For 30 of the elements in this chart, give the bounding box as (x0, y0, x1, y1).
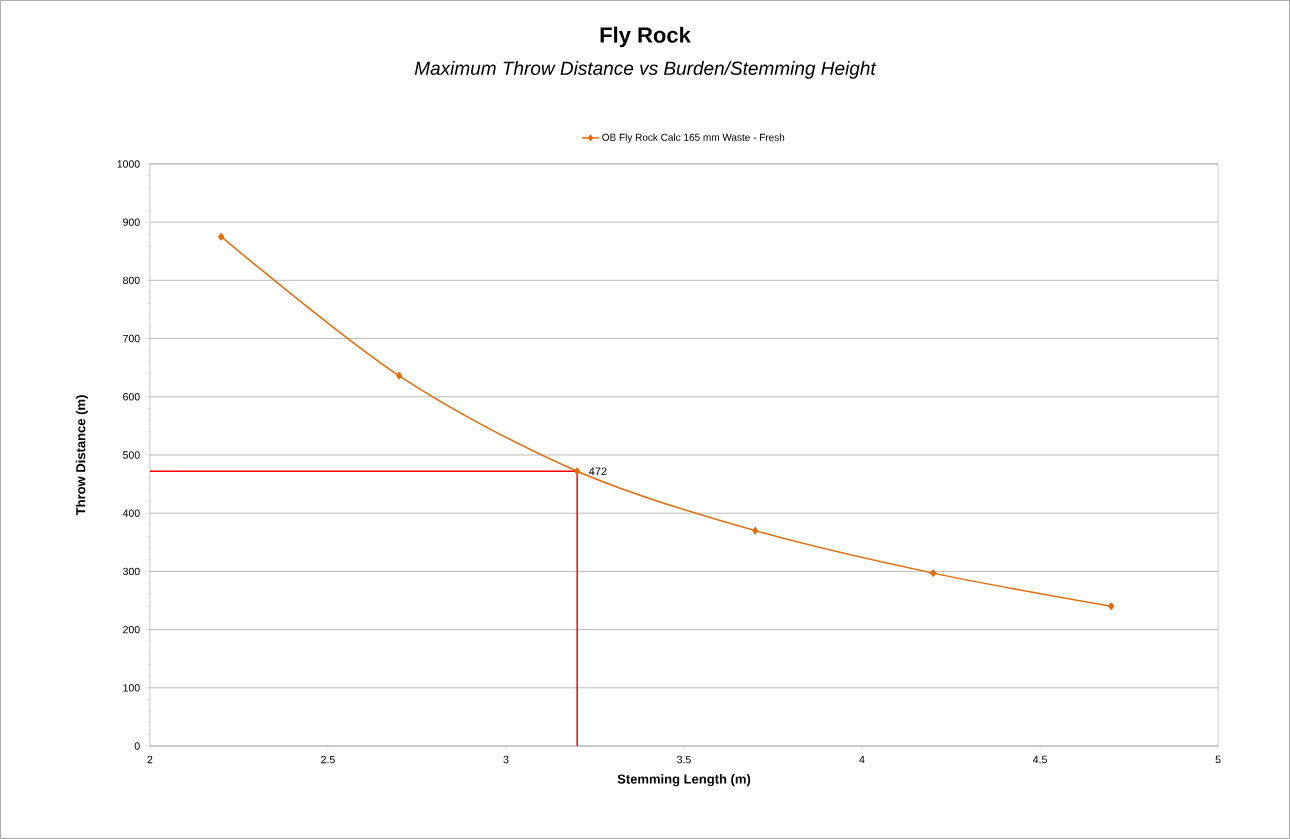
chart-title: Fly Rock (600, 26, 691, 48)
point (574, 467, 581, 476)
y-tick-label: 1000 (117, 160, 140, 168)
y-tick-label: 500 (123, 451, 140, 459)
point (752, 526, 759, 535)
y-tick-label: 400 (122, 509, 140, 517)
x-tick-label: 2.5 (321, 755, 335, 764)
y-tick-label: 200 (123, 625, 140, 634)
x-axis-title: Stemming Length (m) (617, 774, 751, 787)
chart-subtitle: Maximum Throw Distance vs Burden/Stemming Height (414, 61, 877, 79)
y-tick-label: 800 (123, 276, 140, 285)
x-tick-label: 4.5 (1032, 755, 1047, 764)
y-tick-label: 700 (123, 334, 140, 343)
point (396, 372, 403, 380)
data-label: 472 (588, 467, 607, 476)
y-tick-label: 100 (123, 684, 140, 692)
y-tick-label: 600 (123, 393, 140, 401)
x-tick-label: 3 (503, 755, 509, 764)
legend-label: OB Fly Rock Calc 165 mm Waste - Fresh (602, 133, 785, 143)
y-tick-label: 300 (123, 567, 140, 576)
x-tick-label: 3.5 (677, 755, 691, 764)
x-tick-label: 4 (859, 755, 865, 764)
point (930, 569, 937, 577)
y-tick-label: 900 (123, 218, 140, 226)
point (1108, 602, 1115, 611)
y-axis-title: Throw Distance (m) (75, 395, 88, 516)
x-tick-label: 5 (1215, 755, 1221, 764)
y-tick-label: 0 (134, 742, 140, 750)
x-tick-label: 2 (147, 755, 153, 764)
point (218, 232, 225, 241)
